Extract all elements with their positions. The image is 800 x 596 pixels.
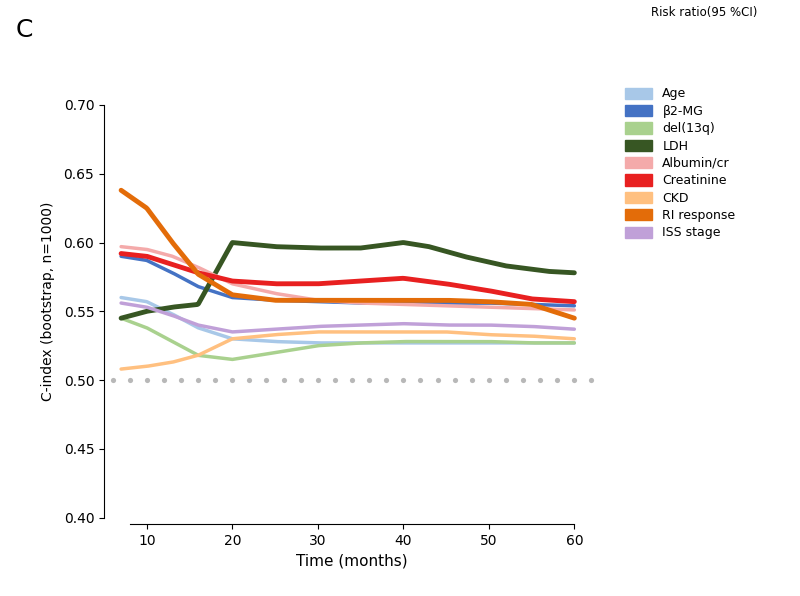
Point <box>534 375 546 385</box>
Point <box>226 375 238 385</box>
Point <box>277 375 290 385</box>
Text: C: C <box>16 18 34 42</box>
Point <box>551 375 564 385</box>
Point <box>209 375 222 385</box>
Point <box>448 375 461 385</box>
Text: Risk ratio(95 %CI): Risk ratio(95 %CI) <box>651 6 757 19</box>
Point <box>346 375 358 385</box>
Point <box>311 375 324 385</box>
Point <box>482 375 495 385</box>
Point <box>517 375 530 385</box>
Point <box>414 375 427 385</box>
Point <box>158 375 170 385</box>
Point <box>106 375 119 385</box>
Point <box>585 375 598 385</box>
Point <box>466 375 478 385</box>
Y-axis label: C-index (bootstrap, n=1000): C-index (bootstrap, n=1000) <box>41 201 55 401</box>
Point <box>499 375 512 385</box>
Point <box>362 375 375 385</box>
Point <box>140 375 153 385</box>
Point <box>174 375 187 385</box>
Point <box>294 375 307 385</box>
Point <box>397 375 410 385</box>
X-axis label: Time (months): Time (months) <box>296 554 408 569</box>
Legend: Age, β2-MG, del(13q), LDH, Albumin/cr, Creatinine, CKD, RI response, ISS stage: Age, β2-MG, del(13q), LDH, Albumin/cr, C… <box>621 83 739 243</box>
Point <box>192 375 205 385</box>
Point <box>243 375 256 385</box>
Point <box>431 375 444 385</box>
Point <box>123 375 136 385</box>
Point <box>380 375 393 385</box>
Point <box>329 375 342 385</box>
Point <box>260 375 273 385</box>
Point <box>568 375 581 385</box>
